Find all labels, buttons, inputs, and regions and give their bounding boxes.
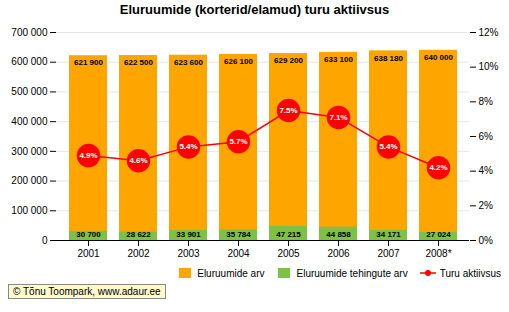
svg-text:6%: 6% [479,131,494,142]
svg-text:2005: 2005 [277,248,300,259]
svg-text:400 000: 400 000 [11,116,48,127]
svg-text:12%: 12% [479,27,499,38]
svg-text:623 600: 623 600 [174,58,203,67]
svg-text:633 100: 633 100 [324,55,353,64]
svg-text:700 000: 700 000 [11,27,48,38]
svg-text:2008*: 2008* [425,248,451,259]
svg-text:8%: 8% [479,96,494,107]
svg-text:4%: 4% [479,165,494,176]
html-text:Eluruumide tehingute arv: Eluruumide tehingute arv [296,267,408,279]
svg-text:7.5%: 7.5% [279,106,297,115]
svg-text:4.2%: 4.2% [429,163,447,172]
svg-text:638 180: 638 180 [374,54,403,63]
svg-text:200 000: 200 000 [11,175,48,186]
svg-text:5.7%: 5.7% [229,137,247,146]
svg-text:30 700: 30 700 [76,230,101,239]
svg-text:2%: 2% [479,200,494,211]
svg-text:0%: 0% [479,235,494,246]
svg-text:626 100: 626 100 [224,57,253,66]
svg-text:622 500: 622 500 [124,58,153,67]
svg-text:2007: 2007 [377,248,400,259]
svg-text:2004: 2004 [227,248,250,259]
svg-text:27 024: 27 024 [426,230,451,239]
svg-text:2002: 2002 [127,248,150,259]
svg-text:2001: 2001 [77,248,100,259]
svg-text:100 000: 100 000 [11,205,48,216]
svg-text:500 000: 500 000 [11,86,48,97]
svg-text:10%: 10% [479,61,499,72]
svg-text:621 900: 621 900 [74,58,103,67]
html-text:Eluruumide (korterid/elamud) t: Eluruumide (korterid/elamud) turu aktiiv… [119,2,390,17]
svg-text:4.9%: 4.9% [79,151,97,160]
svg-text:35 784: 35 784 [226,230,251,239]
svg-text:300 000: 300 000 [11,146,48,157]
svg-text:5.4%: 5.4% [379,142,397,151]
svg-text:0: 0 [42,235,48,246]
svg-text:4.6%: 4.6% [129,156,147,165]
svg-text:5.4%: 5.4% [179,142,197,151]
svg-text:33 901: 33 901 [176,230,201,239]
svg-text:7.1%: 7.1% [329,113,347,122]
svg-text:600 000: 600 000 [11,56,48,67]
svg-text:2003: 2003 [177,248,200,259]
html-text:© Tõnu Toompark, www.adaur.ee: © Tõnu Toompark, www.adaur.ee [13,285,161,297]
svg-text:2006: 2006 [327,248,350,259]
svg-text:629 200: 629 200 [274,56,303,65]
svg-text:47 215: 47 215 [276,230,301,239]
svg-text:640 000: 640 000 [424,53,453,62]
html-text:Eluruumide arv: Eluruumide arv [197,267,265,279]
svg-text:28 622: 28 622 [126,230,151,239]
svg-text:34 171: 34 171 [376,230,401,239]
svg-text:44 858: 44 858 [326,230,351,239]
html-text:Turu aktiivsus: Turu aktiivsus [439,267,501,279]
